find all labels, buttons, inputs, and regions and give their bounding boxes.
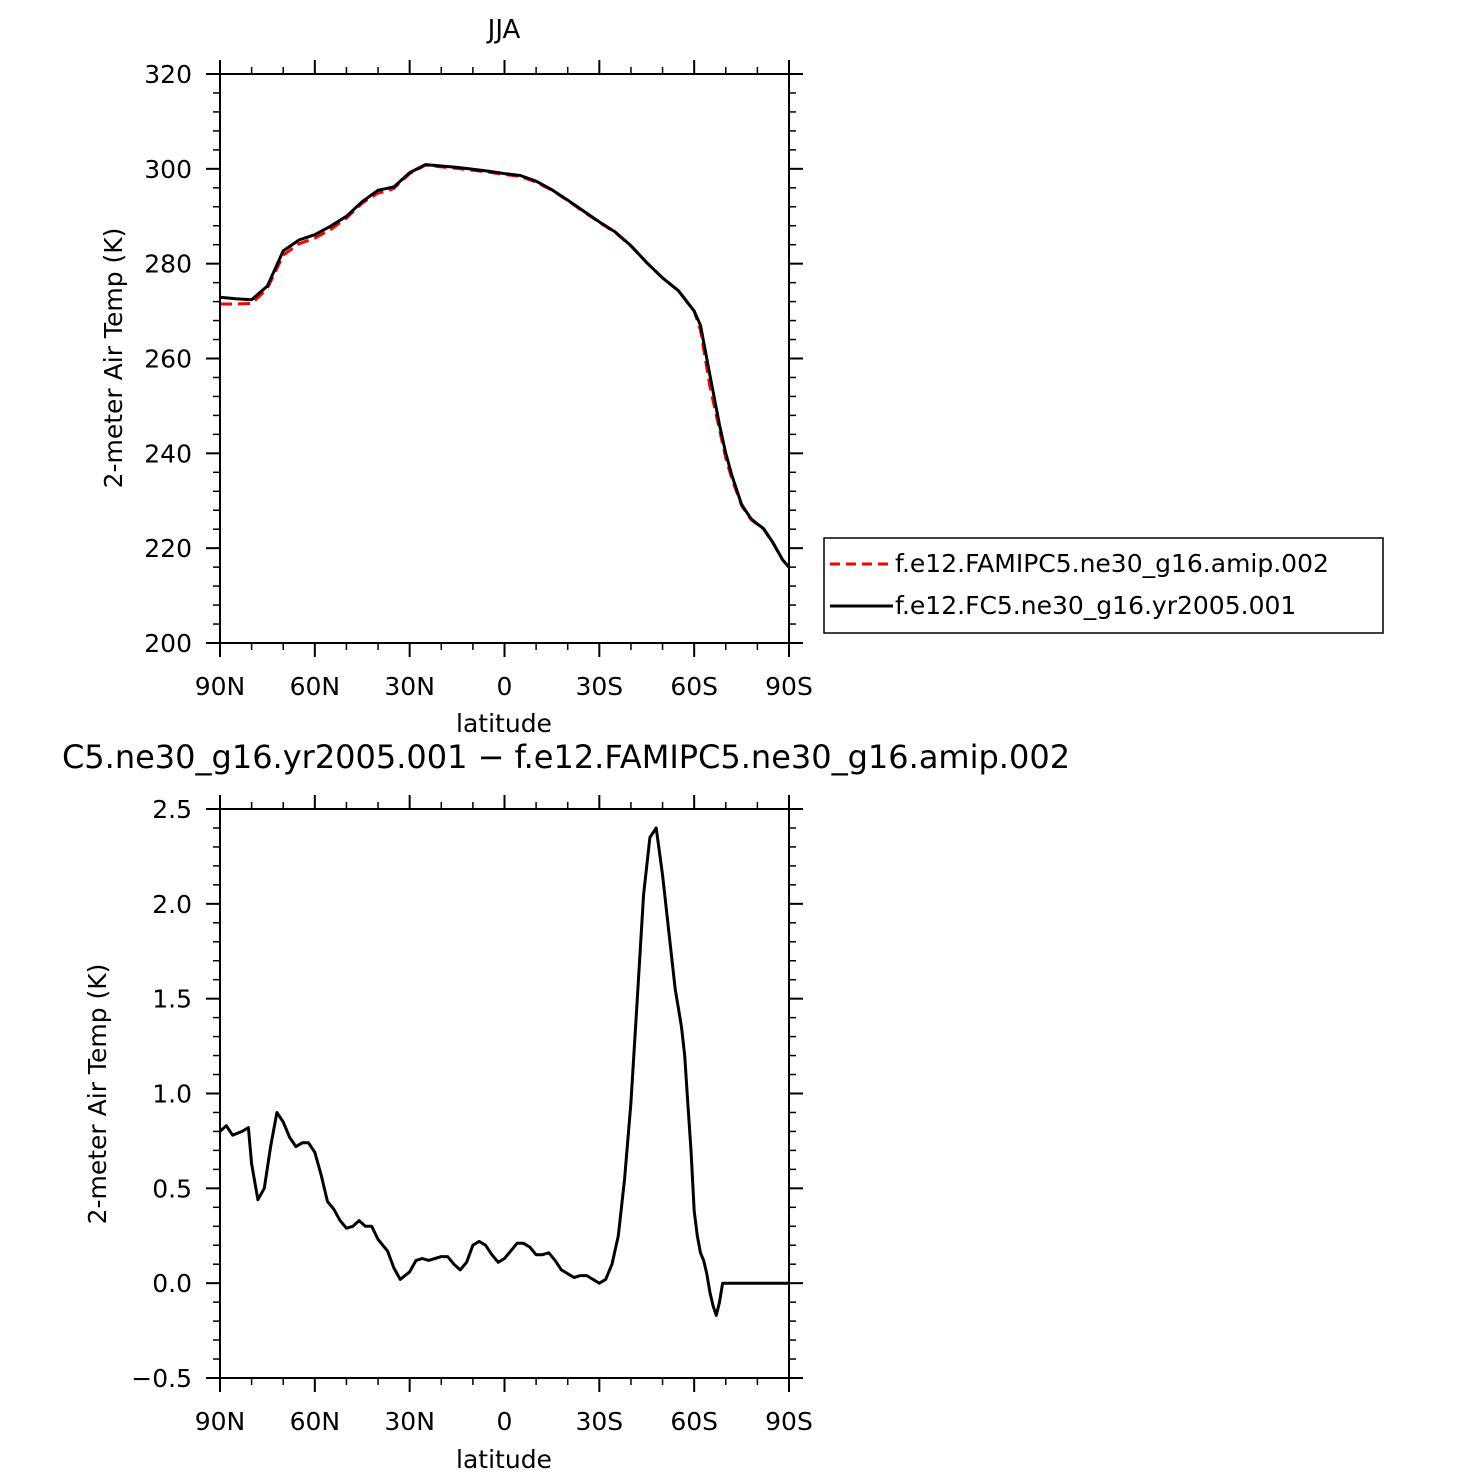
top-chart-legend: f.e12.FAMIPC5.ne30_g16.amip.002 f.e12.FC… xyxy=(823,537,1384,634)
top-y-tick-label: 220 xyxy=(144,534,192,563)
top-x-tick-label: 0 xyxy=(497,672,513,701)
bottom-y-tick-label: 1.0 xyxy=(152,1080,192,1109)
bottom-x-tick-label: 90S xyxy=(765,1407,813,1436)
bottom-x-tick-label: 30S xyxy=(575,1407,623,1436)
top-series-line-fc5 xyxy=(219,163,791,569)
top-x-tick-label: 60S xyxy=(670,672,718,701)
top-x-tick-label: 30N xyxy=(384,672,435,701)
top-y-tick-label: 320 xyxy=(144,60,192,89)
bottom-x-tick-label: 0 xyxy=(497,1407,513,1436)
bottom-y-tick-label: −0.5 xyxy=(131,1364,192,1393)
bottom-x-tick-label: 30N xyxy=(384,1407,435,1436)
top-chart-title: JJA xyxy=(486,15,521,45)
top-chart-y-axis-label: 2-meter Air Temp (K) xyxy=(99,228,128,489)
top-plot-frame xyxy=(219,73,790,644)
top-y-tick-label: 300 xyxy=(144,155,192,184)
top-chart: JJA 2-meter Air Temp (K) latitude 200 220… xyxy=(99,15,813,738)
top-y-tick-label: 280 xyxy=(144,250,192,279)
top-y-tick-label: 200 xyxy=(144,629,192,658)
bottom-x-tick-label: 60S xyxy=(670,1407,718,1436)
legend-label-fc5: f.e12.FC5.ne30_g16.yr2005.001 xyxy=(895,591,1296,620)
bottom-chart: C5.ne30_g16.yr2005.001 − f.e12.FAMIPC5.n… xyxy=(62,738,1070,1474)
bottom-x-tick-label: 60N xyxy=(290,1407,341,1436)
bottom-y-tick-label: 0.0 xyxy=(152,1269,192,1298)
bottom-y-tick-label: 0.5 xyxy=(152,1174,192,1203)
top-x-tick-label: 90S xyxy=(765,672,813,701)
bottom-chart-y-axis-label: 2-meter Air Temp (K) xyxy=(83,964,112,1225)
bottom-plot-frame xyxy=(219,808,790,1379)
top-y-tick-label: 240 xyxy=(144,439,192,468)
top-x-tick-label: 90N xyxy=(195,672,246,701)
top-x-tick-label: 60N xyxy=(290,672,341,701)
legend-box xyxy=(823,537,1384,634)
bottom-y-tick-label: 2.5 xyxy=(152,795,192,824)
top-chart-x-axis-label: latitude xyxy=(456,709,552,738)
top-chart-plot-area: 200 220 240 260 280 300 320 90N 60N 30N 0 30S 60S 90S xyxy=(144,60,813,701)
bottom-chart-x-axis-label: latitude xyxy=(456,1445,552,1474)
bottom-series-line-fc5 xyxy=(218,826,789,1317)
top-series-line-amip xyxy=(220,163,791,569)
bottom-y-tick-label: 2.0 xyxy=(152,890,192,919)
legend-label-amip: f.e12.FAMIPC5.ne30_g16.amip.002 xyxy=(895,549,1329,578)
bottom-x-tick-label: 90N xyxy=(195,1407,246,1436)
top-y-tick-label: 260 xyxy=(144,345,192,374)
top-x-tick-label: 30S xyxy=(575,672,623,701)
bottom-y-tick-label: 1.5 xyxy=(152,985,192,1014)
bottom-chart-title: C5.ne30_g16.yr2005.001 − f.e12.FAMIPC5.n… xyxy=(62,738,1070,776)
bottom-chart-plot-area: −0.5 0.0 0.5 1.0 1.5 2.0 2.5 90N 60N 30N 0 30S 60S 90… xyxy=(131,795,813,1436)
